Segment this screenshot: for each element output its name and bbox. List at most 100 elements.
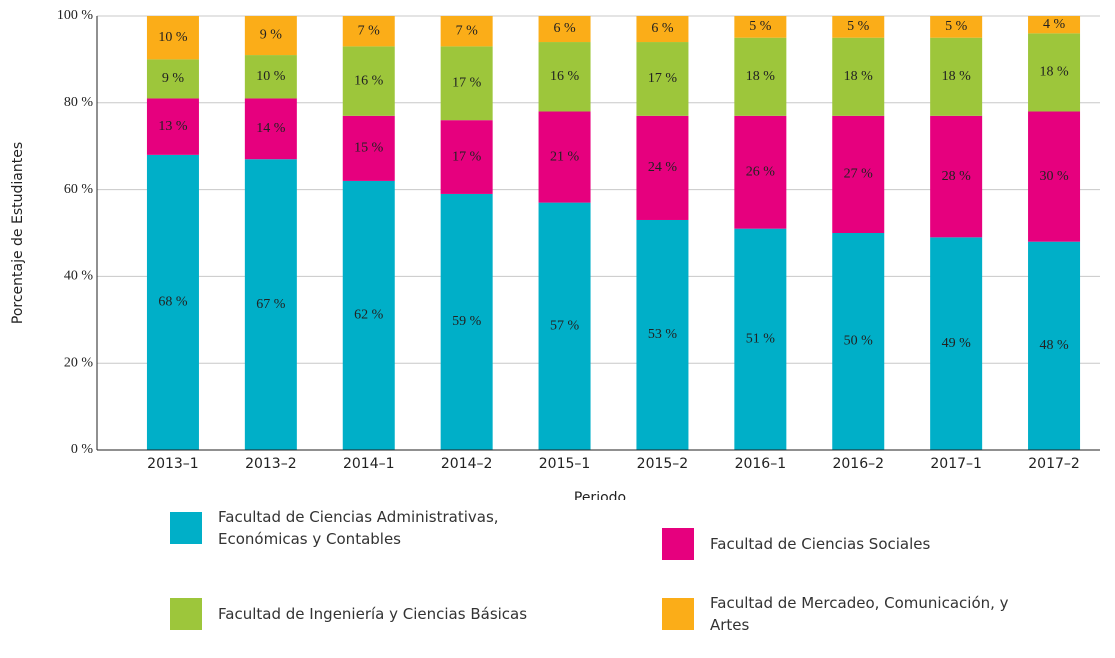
legend-label: Facultad de Ciencias Sociales [710,535,931,553]
data-label: 21 % [550,149,580,164]
x-tick-label: 2016–2 [832,456,884,472]
legend-item: Facultad de Ciencias Sociales [662,528,1060,560]
bar-segment [930,237,983,450]
data-label: 67 % [256,297,286,312]
bar-segment [244,98,297,160]
bar-segment [146,98,199,155]
data-label: 51 % [746,332,776,347]
legend-item: Facultad de Mercadeo, Comunicación, y Ar… [662,592,1040,636]
legend-swatch [662,528,694,560]
legend-swatch [170,512,202,544]
bar-segment [342,46,395,116]
bar-segment [1028,241,1081,450]
bar-segment [244,16,297,56]
data-label: 24 % [648,160,678,175]
data-label: 18 % [746,69,776,84]
x-axis-title: Periodo [574,490,626,500]
bar-segment [440,16,493,47]
data-label: 49 % [942,336,972,351]
data-label: 7 % [358,23,381,38]
data-label: 17 % [452,75,482,90]
data-label: 17 % [452,149,482,164]
data-label: 53 % [648,327,678,342]
data-label: 28 % [942,169,972,184]
bar-segment [832,115,885,233]
x-tick-label: 2017–2 [1028,456,1080,472]
bar-segment [832,16,885,38]
data-label: 18 % [1039,65,1069,80]
data-label: 16 % [550,69,580,84]
y-tick-label: 20 % [64,355,94,370]
data-label: 26 % [746,164,776,179]
bar-segment [244,55,297,99]
data-label: 27 % [844,167,874,182]
legend-item: Facultad de Ingeniería y Ciencias Básica… [170,598,568,630]
data-label: 9 % [260,28,283,43]
data-label: 59 % [452,314,482,329]
data-label: 5 % [945,19,968,34]
bar-segment [146,16,199,60]
x-tick-label: 2016–1 [735,456,787,472]
y-tick-label: 0 % [71,442,94,457]
x-tick-label: 2017–1 [930,456,982,472]
bar-segment [636,115,689,220]
bar-segment [930,115,983,238]
data-label: 6 % [651,21,674,36]
bar-segment [538,111,591,203]
y-axis-title: Porcentaje de Estudiantes [10,142,26,324]
legend-swatch [170,598,202,630]
y-tick-label: 80 % [64,95,94,110]
x-tick-label: 2015–1 [539,456,591,472]
bar-segment [832,233,885,450]
data-label: 68 % [158,295,188,310]
data-label: 17 % [648,71,678,86]
bar-segment [1028,111,1081,242]
bar-segment [832,37,885,116]
data-label: 16 % [354,73,384,88]
data-label: 14 % [256,121,286,136]
data-label: 57 % [550,319,580,334]
bar-segment [538,16,591,43]
data-label: 18 % [942,69,972,84]
data-label: 18 % [844,69,874,84]
bar-segment [146,59,199,99]
y-tick-label: 100 % [57,8,94,23]
y-tick-label: 60 % [64,182,94,197]
bar-segment [244,159,297,450]
data-label: 4 % [1043,17,1066,32]
bar-segment [440,46,493,121]
bar-segment [146,154,199,450]
bar-segment [636,42,689,116]
bar-segment [440,193,493,450]
legend-item: Facultad de Ciencias Administrativas, Ec… [170,506,568,550]
bar-segment [1028,33,1081,112]
chart: Periodo Porcentaje de Estudiantes 0 % 20 … [10,8,1100,500]
data-label: 30 % [1039,169,1069,184]
legend-label: Facultad de Ciencias Administrativas, Ec… [218,508,499,548]
bar-segment [930,16,983,38]
data-label: 62 % [354,308,384,323]
y-tick-label: 40 % [64,269,94,284]
data-label: 50 % [844,334,874,349]
bar-segment [734,37,787,116]
x-tick-label: 2014–2 [441,456,493,472]
bar-segment [538,42,591,112]
bar-segment [636,16,689,43]
bar-segment [342,180,395,451]
bar-segment [538,202,591,450]
bar-segment [342,115,395,181]
data-label: 5 % [847,19,870,34]
bar-segment [734,115,787,229]
data-label: 6 % [553,21,576,36]
x-tick-label: 2013–2 [245,456,297,472]
data-label: 7 % [456,23,479,38]
bar-segment [734,228,787,450]
x-tick-label: 2014–1 [343,456,395,472]
bar-segment [930,37,983,116]
bar-segment [1028,16,1081,34]
x-tick-label: 2013–1 [147,456,199,472]
data-label: 10 % [256,69,286,84]
data-label: 15 % [354,141,384,156]
data-label: 5 % [749,19,772,34]
